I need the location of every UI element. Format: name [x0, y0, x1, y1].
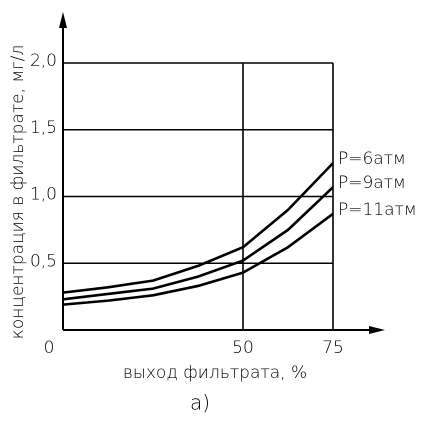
series-label: P=9атм [338, 173, 406, 193]
series-line [62, 162, 334, 294]
x-arrow [369, 326, 385, 334]
series-label: P=6атм [338, 149, 406, 169]
y-axis-label: концентрация в фильтрате, мг/л [8, 45, 28, 339]
x-tick-label: 0 [44, 338, 55, 358]
y-tick-label: 1,0 [30, 185, 57, 205]
caption: а) [190, 391, 210, 415]
series-line [62, 186, 334, 301]
y-tick-label: 2,0 [30, 51, 57, 71]
y-tick-label: 1,5 [30, 118, 57, 138]
series-label: P=11атм [338, 200, 417, 220]
y-tick-label: 0,5 [30, 251, 57, 271]
x-axis-label: выход фильтрата, % [123, 363, 307, 383]
series-line [62, 212, 334, 306]
x-tick-label: 75 [322, 338, 344, 358]
x-tick-label: 50 [232, 338, 254, 358]
y-arrow [59, 12, 67, 28]
